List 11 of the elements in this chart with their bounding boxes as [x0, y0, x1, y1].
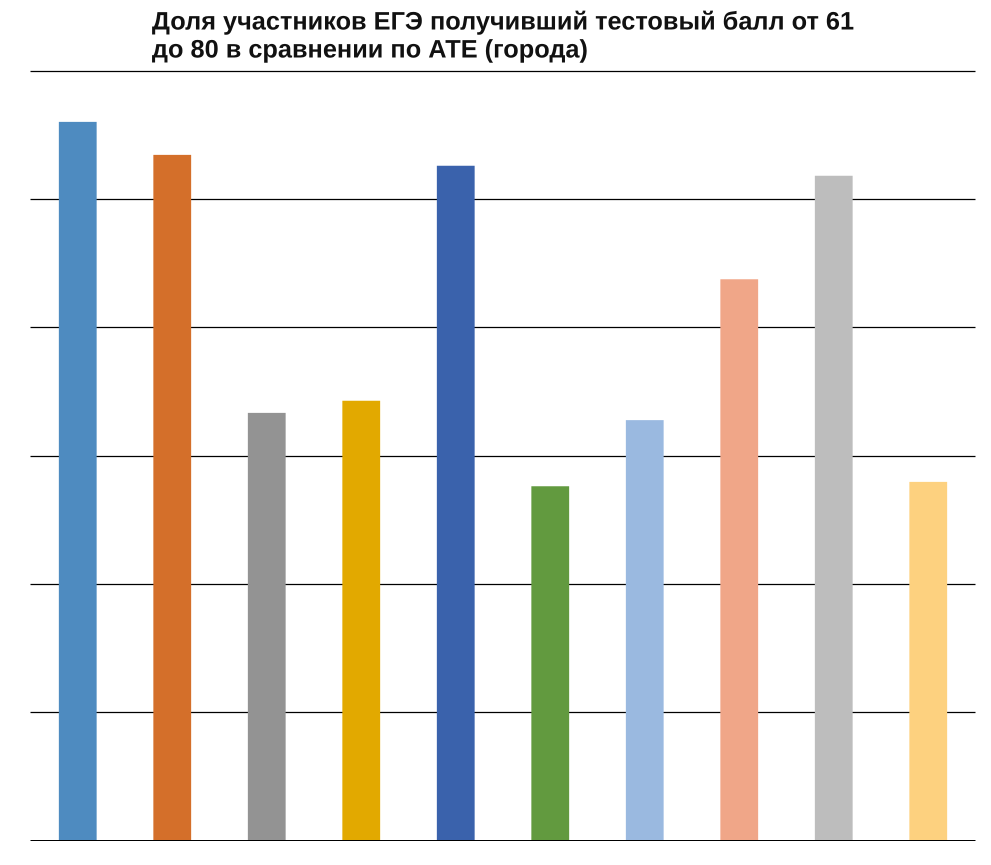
bar [436, 166, 475, 840]
bar [153, 154, 192, 840]
bar [720, 279, 758, 840]
bar [909, 482, 948, 840]
bar [626, 420, 664, 840]
bar [531, 486, 570, 840]
bar [248, 412, 286, 840]
bar [814, 176, 853, 840]
bar [342, 400, 380, 840]
chart-title: Доля участников ЕГЭ получивший тестовый балл от 61 до 80 в сравнении по АТЕ (города) [152, 8, 854, 64]
bar [58, 122, 97, 840]
